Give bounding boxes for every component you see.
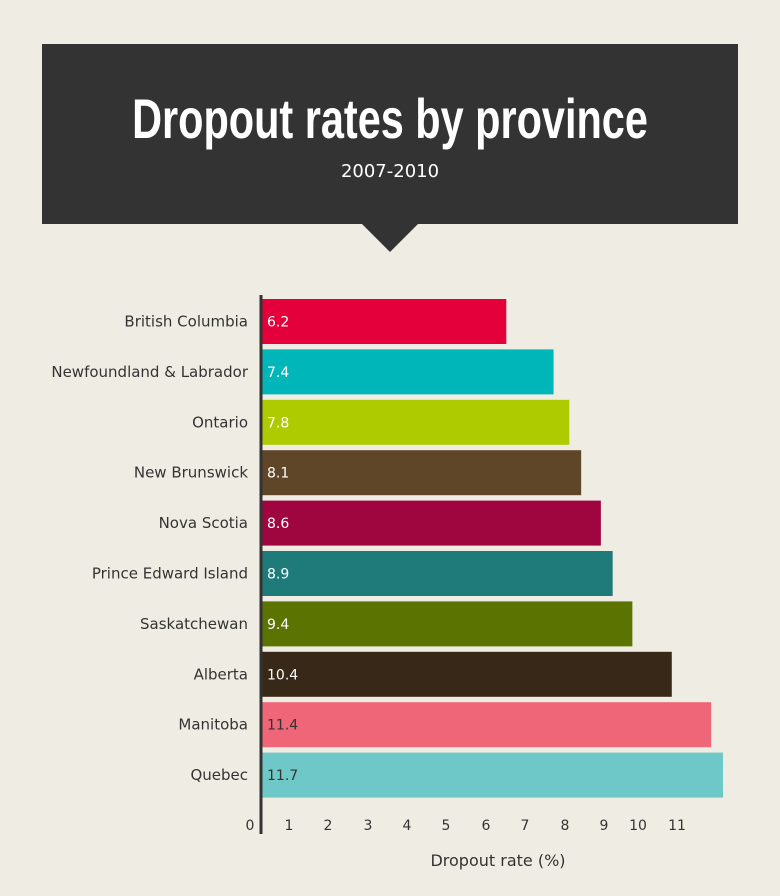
category-label: British Columbia <box>124 313 248 331</box>
x-tick-label: 2 <box>324 818 333 834</box>
x-tick-label: 7 <box>521 818 530 834</box>
chart-title: Dropout rates by province <box>132 87 648 150</box>
x-tick-label: 8 <box>561 818 570 834</box>
bar <box>262 299 507 344</box>
bar-value-label: 8.9 <box>267 567 289 583</box>
x-tick-label: 11 <box>668 818 686 834</box>
x-tick-label: 1 <box>285 818 294 834</box>
bar <box>262 500 601 546</box>
bar <box>262 651 672 697</box>
category-label: Quebec <box>190 766 248 784</box>
bar-value-label: 10.4 <box>267 667 298 683</box>
bar-value-label: 8.1 <box>267 466 289 482</box>
x-tick-label: 4 <box>403 818 412 834</box>
category-label: Manitoba <box>178 716 248 734</box>
title-banner <box>42 44 738 224</box>
x-tick-label: 6 <box>482 818 491 834</box>
x-tick-label: 5 <box>442 818 451 834</box>
category-label: Saskatchewan <box>140 615 248 633</box>
category-label: Prince Edward Island <box>92 565 248 583</box>
x-axis-ticks: 0 1 2 3 4 5 6 7 8 9 10 11 <box>246 818 686 834</box>
x-tick-label: 9 <box>600 818 609 834</box>
x-tick-label: 0 <box>246 818 255 834</box>
bar <box>262 399 570 445</box>
bars-group: 6.2 British Columbia 7.4 Newfoundland & Lab… <box>51 299 723 798</box>
category-label: New Brunswick <box>134 464 248 482</box>
bar-value-label: 11.7 <box>267 768 298 784</box>
category-label: Alberta <box>194 665 248 683</box>
bar <box>262 752 723 798</box>
x-tick-label: 10 <box>629 818 647 834</box>
bar <box>262 450 582 496</box>
bar-value-label: 7.4 <box>267 365 289 381</box>
x-axis-title: Dropout rate (%) <box>430 851 565 870</box>
bar <box>262 601 633 647</box>
bar-value-label: 6.2 <box>267 315 289 331</box>
chart-subtitle: 2007-2010 <box>340 161 440 182</box>
category-label: Ontario <box>192 413 248 431</box>
category-label: Nova Scotia <box>159 514 248 532</box>
category-label: Newfoundland & Labrador <box>51 363 248 381</box>
title-banner-pointer <box>361 223 419 252</box>
bar-value-label: 9.4 <box>267 617 289 633</box>
x-tick-label: 3 <box>364 818 373 834</box>
bar <box>262 551 613 596</box>
bar <box>262 349 554 395</box>
bar-value-label: 8.6 <box>267 516 289 532</box>
bar <box>262 702 712 748</box>
bar-value-label: 7.8 <box>267 415 289 431</box>
bar-value-label: 11.4 <box>267 718 298 734</box>
